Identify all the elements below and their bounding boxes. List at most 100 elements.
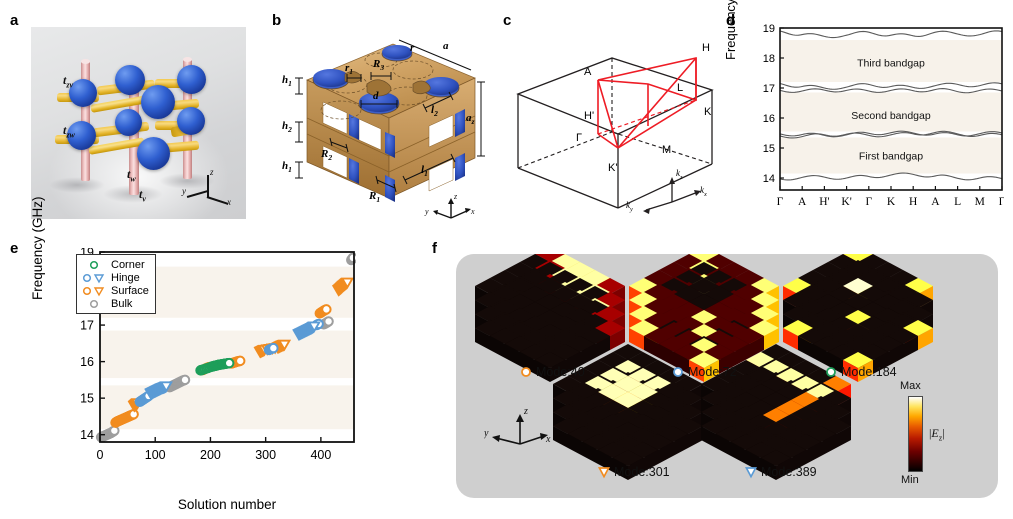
panel-f-cube-mode-301 bbox=[553, 344, 703, 480]
panel-d-ytick-label: 17 bbox=[763, 83, 775, 95]
panel-e-legend-item: Surface bbox=[81, 284, 149, 297]
panel-c-point-K: K bbox=[704, 106, 712, 118]
panel-c-brillouin-zone: H A L H' K Γ M K' kz kx ky bbox=[500, 22, 730, 227]
panel-d-xtick-label: Γ bbox=[777, 196, 784, 208]
panel-e-legend-marker bbox=[81, 272, 107, 284]
panel-e-ytick-label: 17 bbox=[80, 319, 94, 333]
panel-e-bandgap-band bbox=[100, 385, 354, 430]
panel-c-point-L: L bbox=[677, 82, 684, 94]
panel-f-mode-label-mode-40: Mode:40 bbox=[521, 365, 585, 379]
panel-e-ytick-label: 16 bbox=[80, 355, 94, 369]
panel-a-label-t-zw: tzw bbox=[63, 123, 75, 140]
panel-f-colorbar-min-label: Min bbox=[901, 474, 919, 486]
panel-a-label-t-v: tv bbox=[139, 187, 146, 204]
panel-d-xtick-label: Γ bbox=[999, 196, 1004, 208]
panel-e-bandgap-band bbox=[100, 330, 354, 379]
panel-f-mode-label-mode-389: Mode:389 bbox=[744, 465, 817, 479]
panel-a-lattice-render: tzv tzw tw tv z x y bbox=[31, 27, 246, 219]
panel-f-modes-svg: Mode:40 Mode:72 Mode:184 Mode:301 Mode:389 bbox=[475, 246, 933, 480]
panel-d-band-curve bbox=[779, 82, 1003, 90]
panel-d-ylabel: Frequency (GHz) bbox=[723, 0, 738, 60]
panel-e-legend-item: Hinge bbox=[81, 271, 149, 284]
panel-e-xtick-label: 400 bbox=[310, 448, 331, 462]
panel-e-xtick-label: 200 bbox=[200, 448, 221, 462]
panel-d-xtick-label: K bbox=[887, 196, 896, 208]
panel-d-band-curve bbox=[779, 130, 1003, 139]
panel-c-axis-ky: ky bbox=[626, 200, 633, 213]
panel-f-mode-text: Mode:72 bbox=[688, 365, 737, 379]
panel-b-label-d: d bbox=[373, 90, 379, 102]
panel-b-svg: z x y bbox=[295, 39, 485, 219]
panel-b-label-h2: h2 bbox=[282, 120, 292, 135]
panel-d-xtick-label: A bbox=[931, 196, 940, 208]
panel-e-ytick-label: 15 bbox=[80, 392, 94, 406]
panel-d-band-curve bbox=[779, 88, 1003, 94]
panel-a-axes-triad: z x y bbox=[182, 167, 231, 207]
panel-d-band-curve bbox=[779, 30, 1003, 39]
panel-b-label-R2: R2 bbox=[321, 148, 333, 163]
panel-b-unitcell-render: z x y a az h1 h2 h1 r r1 R3 d l2 R2 R1 l… bbox=[282, 22, 490, 222]
panel-c-axis-kz: kz bbox=[676, 168, 683, 181]
panel-d-bandgap-label: First bandgap bbox=[859, 151, 923, 163]
panel-d-bandgap-label: Second bandgap bbox=[851, 110, 931, 122]
panel-d-xtick-label: L bbox=[954, 196, 961, 208]
panel-a-label-t-zv: tzv bbox=[63, 73, 74, 90]
panel-e-xtick-label: 300 bbox=[255, 448, 276, 462]
panel-f-colorbar-quantity-label: |Ez| bbox=[929, 426, 945, 443]
panel-e-ylabel: Frequency (GHz) bbox=[30, 196, 45, 300]
panel-b-label-l1: l1 bbox=[421, 164, 428, 179]
panel-e-mode-spectrum-chart: 1415161718190100200300400 CornerHingeSur… bbox=[66, 246, 359, 481]
panel-e-legend-label: Bulk bbox=[111, 297, 133, 310]
panel-e-legend-marker bbox=[81, 259, 107, 271]
panel-e-series-corner bbox=[195, 357, 235, 376]
panel-f-cube-mode-40 bbox=[475, 246, 625, 382]
panel-b-label-l2: l2 bbox=[431, 104, 438, 119]
panel-b-label-r1: r1 bbox=[345, 62, 354, 77]
panel-d-xtick-label: Γ bbox=[865, 196, 872, 208]
panel-f-background: Mode:40 Mode:72 Mode:184 Mode:301 Mode:389 z… bbox=[456, 246, 998, 498]
panel-e-legend-label: Corner bbox=[111, 258, 145, 271]
panel-f-colorbar bbox=[908, 396, 923, 472]
panel-d-xtick-label: H' bbox=[819, 196, 829, 208]
panel-b-label-h1-top: h1 bbox=[282, 74, 292, 89]
panel-c-point-H: H bbox=[702, 42, 710, 54]
panel-f-mode-text: Mode:389 bbox=[761, 465, 817, 479]
panel-e-letter: e bbox=[10, 240, 19, 257]
panel-d-band-structure-chart: First bandgap Second bandgap Third bandgap… bbox=[752, 23, 1006, 229]
panel-d-xtick-label: A bbox=[798, 196, 807, 208]
panel-c-point-Hp: H' bbox=[584, 110, 595, 122]
panel-d-band-curve bbox=[779, 172, 1003, 181]
panel-a-letter: a bbox=[10, 12, 19, 29]
panel-f-cube-mode-184 bbox=[783, 246, 933, 382]
panel-d-xtick-label: K' bbox=[841, 196, 851, 208]
panel-e-legend-item: Bulk bbox=[81, 297, 149, 310]
panel-c-point-A: A bbox=[584, 66, 592, 78]
panel-f-axes-triad: z x y bbox=[484, 406, 551, 445]
panel-b-label-a: a bbox=[443, 40, 449, 52]
panel-d-bandgap-label: Third bandgap bbox=[857, 58, 925, 70]
panel-d-xtick-label: H bbox=[909, 196, 917, 208]
svg-text:y: y bbox=[484, 428, 489, 439]
panel-f-mode-label-mode-301: Mode:301 bbox=[597, 465, 670, 479]
panel-e-legend-marker bbox=[81, 285, 107, 297]
panel-f-letter: f bbox=[432, 240, 437, 257]
panel-e-series-hinge-circle bbox=[134, 318, 324, 408]
panel-d-ytick-label: 15 bbox=[763, 143, 775, 155]
panel-e-legend-label: Surface bbox=[111, 284, 149, 297]
panel-f-cube-mode-389 bbox=[701, 344, 851, 480]
panel-e-legend: Corner Hinge Surface Bulk bbox=[76, 254, 156, 314]
panel-e-legend-label: Hinge bbox=[111, 271, 140, 284]
panel-a-label-t-w: tw bbox=[127, 167, 136, 184]
panel-f-mode-text: Mode:184 bbox=[841, 365, 897, 379]
panel-f-mode-label-mode-184: Mode:184 bbox=[826, 365, 897, 379]
panel-d-ytick-label: 14 bbox=[763, 173, 775, 185]
panel-c-point-M: M bbox=[662, 144, 672, 156]
panel-b-label-r: r bbox=[410, 42, 415, 54]
panel-e-series-hinge-triangle bbox=[144, 321, 321, 401]
panel-c-axis-kx: kx bbox=[700, 185, 707, 198]
panel-e-legend-marker bbox=[81, 298, 107, 310]
panel-f-colorbar-max-label: Max bbox=[900, 380, 921, 392]
panel-b-label-R3: R3 bbox=[373, 58, 385, 73]
svg-text:x: x bbox=[545, 434, 551, 445]
